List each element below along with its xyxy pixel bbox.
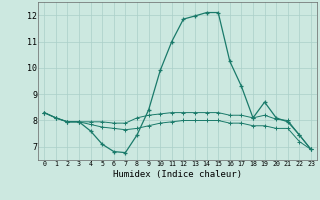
X-axis label: Humidex (Indice chaleur): Humidex (Indice chaleur) [113,170,242,179]
